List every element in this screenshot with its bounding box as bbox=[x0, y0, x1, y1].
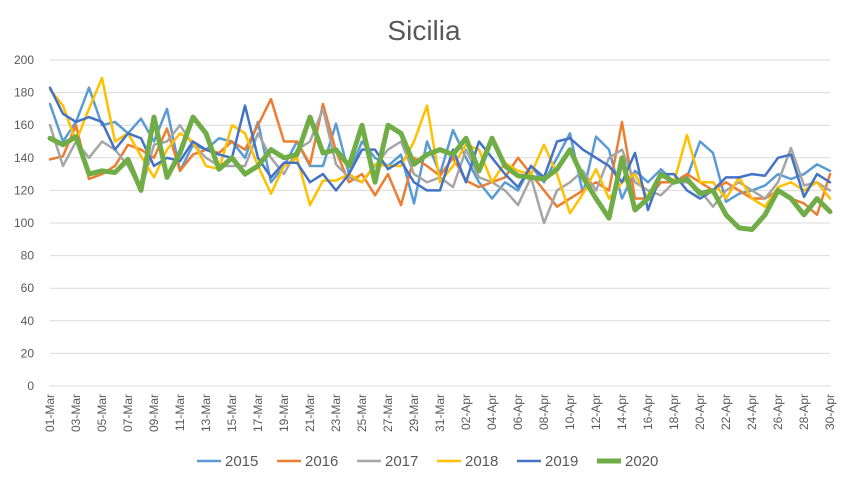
x-tick-label: 21-Mar bbox=[303, 394, 317, 432]
legend-label-2019: 2019 bbox=[545, 453, 578, 470]
series-line-2020 bbox=[47, 114, 833, 233]
x-tick-label: 09-Mar bbox=[147, 394, 161, 432]
x-tick-label: 10-Apr bbox=[563, 394, 577, 430]
x-tick-label: 13-Mar bbox=[199, 394, 213, 432]
x-tick-label: 04-Apr bbox=[485, 394, 499, 430]
y-tick-label: 200 bbox=[14, 53, 34, 67]
y-axis: 0 20 40 60 80 100 120 140 160 180 200 bbox=[14, 53, 34, 393]
x-tick-label: 07-Mar bbox=[121, 394, 135, 432]
legend: 2015 2016 2017 2018 2019 2020 bbox=[197, 453, 658, 470]
y-tick-label: 20 bbox=[21, 346, 35, 360]
x-tick-label: 06-Apr bbox=[511, 394, 525, 430]
x-tick-label: 02-Apr bbox=[459, 394, 473, 430]
series-line-2015 bbox=[48, 86, 832, 205]
y-tick-label: 60 bbox=[21, 281, 35, 295]
x-tick-label: 20-Apr bbox=[693, 394, 707, 430]
series-line-2019 bbox=[48, 86, 832, 212]
y-tick-label: 100 bbox=[14, 216, 34, 230]
x-tick-label: 12-Apr bbox=[589, 394, 603, 430]
y-tick-label: 160 bbox=[14, 118, 34, 132]
series-line-2018 bbox=[48, 76, 832, 215]
x-tick-label: 14-Apr bbox=[615, 394, 629, 430]
y-tick-label: 40 bbox=[21, 314, 35, 328]
legend-label-2016: 2016 bbox=[305, 453, 338, 470]
x-tick-label: 15-Mar bbox=[225, 394, 239, 432]
x-tick-label: 03-Mar bbox=[69, 394, 83, 432]
x-tick-label: 23-Mar bbox=[329, 394, 343, 432]
y-tick-label: 140 bbox=[14, 151, 34, 165]
x-tick-label: 26-Apr bbox=[771, 394, 785, 430]
y-tick-label: 80 bbox=[21, 249, 35, 263]
x-tick-label: 18-Apr bbox=[667, 394, 681, 430]
x-tick-label: 25-Mar bbox=[355, 394, 369, 432]
x-tick-label: 11-Mar bbox=[173, 394, 187, 431]
x-tick-label: 27-Mar bbox=[381, 394, 395, 432]
x-tick-label: 05-Mar bbox=[95, 394, 109, 432]
gridlines bbox=[50, 59, 830, 387]
x-tick-label: 19-Mar bbox=[277, 394, 291, 432]
x-tick-label: 17-Mar bbox=[251, 394, 265, 432]
x-tick-label: 01-Mar bbox=[43, 394, 57, 432]
legend-label-2018: 2018 bbox=[465, 453, 498, 470]
x-tick-label: 30-Apr bbox=[823, 394, 837, 430]
series-lines bbox=[47, 76, 833, 233]
x-tick-label: 16-Apr bbox=[641, 394, 655, 430]
x-tick-label: 31-Mar bbox=[433, 394, 447, 432]
legend-label-2015: 2015 bbox=[225, 453, 258, 470]
y-tick-label: 180 bbox=[14, 86, 34, 100]
x-tick-label: 24-Apr bbox=[745, 394, 759, 430]
chart-title: Sicilia bbox=[387, 15, 461, 46]
legend-label-2017: 2017 bbox=[385, 453, 418, 470]
y-tick-label: 120 bbox=[14, 183, 34, 197]
x-tick-label: 08-Apr bbox=[537, 394, 551, 430]
x-axis: 01-Mar 03-Mar 05-Mar 07-Mar 09-Mar 11-Mar 13-M… bbox=[43, 394, 837, 432]
y-tick-label: 0 bbox=[27, 379, 34, 393]
x-tick-label: 22-Apr bbox=[719, 394, 733, 430]
x-tick-label: 29-Mar bbox=[407, 394, 421, 432]
legend-label-2020: 2020 bbox=[625, 453, 658, 470]
x-tick-label: 28-Apr bbox=[797, 394, 811, 430]
